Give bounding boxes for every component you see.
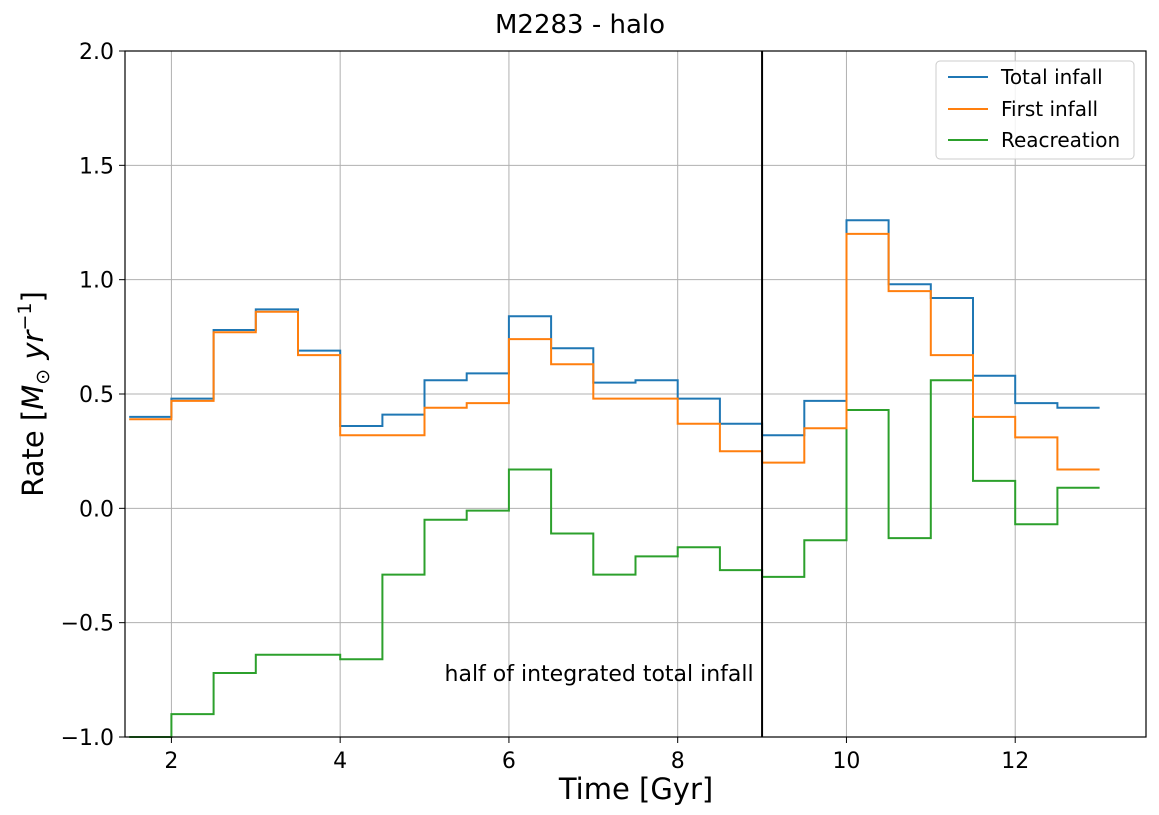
y-tick-label: 1.5 <box>79 154 114 179</box>
x-tick-label: 6 <box>502 749 516 774</box>
series-line-first-infall <box>129 232 1100 471</box>
y-axis-title-symbol: M <box>16 385 50 410</box>
x-tick-label: 10 <box>832 749 860 774</box>
y-tick-label: 1.0 <box>79 269 114 294</box>
y-axis-title-sub: ⊙ <box>32 369 54 385</box>
y-axis-title-main: Rate [ <box>16 410 50 497</box>
legend-label-reacreation: Reacreation <box>1001 128 1120 152</box>
y-tick-label: 2.0 <box>79 40 114 65</box>
legend-box <box>935 60 1135 160</box>
y-axis-title-close: ] <box>16 291 50 302</box>
y-axis-title-unit: yr <box>16 328 50 368</box>
y-tick-label: 0.5 <box>79 383 114 408</box>
legend-label-total-infall: Total infall <box>1000 65 1103 89</box>
x-tick-label: 12 <box>1001 749 1029 774</box>
chart-title: M2283 - halo <box>495 10 665 40</box>
y-tick-label: 0.0 <box>79 497 114 522</box>
legend-label-first-infall: First infall <box>1001 97 1098 121</box>
x-tick-label: 2 <box>164 749 178 774</box>
y-tick-label: −0.5 <box>61 612 114 637</box>
y-axis-title-exp: −1 <box>14 303 36 331</box>
x-tick-label: 4 <box>333 749 347 774</box>
x-tick-label: 8 <box>671 749 685 774</box>
y-tick-label: −1.0 <box>61 726 114 751</box>
x-axis-title: Time [Gyr] <box>558 772 713 806</box>
series-line-reacreation <box>129 379 1100 738</box>
y-axis-title: Rate [M⊙ yr−1] <box>14 291 54 497</box>
legend: Total infall First infall Reacreation <box>935 60 1135 160</box>
ticks: 2 4 6 8 10 12 −1.0 −0.5 0.0 0.5 1.0 1.5 2.0 <box>61 40 1030 774</box>
annotation-text: half of integrated total infall <box>445 662 754 687</box>
series-layer <box>129 219 1100 738</box>
